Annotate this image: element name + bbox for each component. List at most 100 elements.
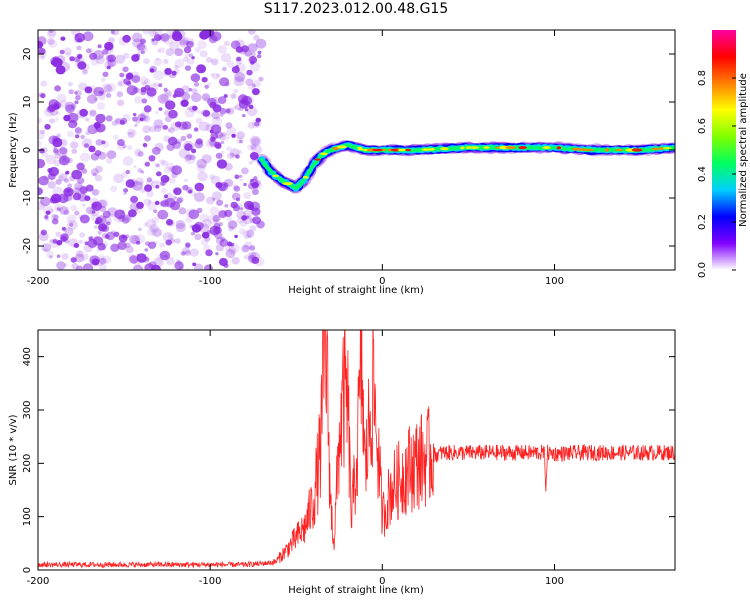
- noise-blob: [140, 90, 146, 96]
- noise-blob: [122, 113, 131, 122]
- noise-blob: [38, 130, 45, 140]
- noise-blob: [101, 48, 109, 56]
- noise-blob: [242, 230, 252, 239]
- signal-hotspot: [397, 148, 407, 152]
- noise-blob: [39, 129, 46, 135]
- noise-blob: [162, 232, 174, 242]
- noise-blob: [174, 64, 179, 70]
- noise-blob: [98, 90, 103, 95]
- noise-blob: [130, 130, 135, 135]
- noise-blob: [174, 59, 185, 68]
- noise-blob: [154, 125, 162, 132]
- noise-blob: [106, 83, 116, 92]
- noise-blob: [175, 220, 186, 229]
- noise-blob: [87, 239, 98, 248]
- noise-blob: [51, 213, 58, 221]
- noise-blob: [63, 178, 70, 183]
- noise-blob: [158, 47, 165, 54]
- noise-blob: [38, 117, 43, 124]
- noise-blob: [210, 73, 214, 77]
- noise-blob: [195, 109, 200, 113]
- noise-blob: [201, 93, 211, 101]
- noise-blob: [44, 214, 49, 219]
- noise-blob: [68, 89, 74, 95]
- spectrogram-y-ticks: 20 10 0 -10 -20: [22, 48, 675, 254]
- noise-blob: [186, 154, 193, 161]
- signal-hotspot: [429, 148, 435, 151]
- noise-blob: [246, 69, 253, 76]
- noise-blob: [193, 81, 200, 87]
- noise-blob: [102, 49, 109, 55]
- noise-blob: [186, 40, 194, 48]
- noise-blob: [219, 77, 230, 87]
- signal-hotspot: [505, 146, 517, 150]
- noise-blob: [151, 264, 161, 270]
- noise-blob: [56, 111, 60, 115]
- noise-blob: [74, 134, 80, 139]
- noise-blob: [211, 72, 220, 80]
- snr-plot-area: [38, 330, 675, 570]
- noise-blob: [251, 256, 260, 264]
- noise-blob: [184, 108, 195, 118]
- noise-blob: [168, 109, 178, 119]
- noise-blob: [174, 261, 184, 270]
- noise-blob: [90, 58, 99, 66]
- noise-blob: [215, 236, 224, 245]
- noise-blob: [38, 158, 46, 169]
- noise-blob: [101, 232, 108, 239]
- noise-blob: [165, 48, 175, 56]
- noise-blob: [227, 220, 238, 230]
- noise-blob: [165, 177, 170, 181]
- noise-blob: [215, 116, 220, 121]
- colorbar-tick-label: 0.4: [697, 166, 708, 182]
- signal-hotspot: [662, 147, 672, 150]
- noise-blob: [41, 243, 52, 253]
- noise-blob: [98, 263, 107, 270]
- noise-blob: [47, 168, 53, 173]
- noise-blob: [140, 111, 150, 120]
- noise-blob: [151, 38, 155, 42]
- noise-blob: [174, 48, 184, 57]
- noise-blob: [142, 143, 148, 148]
- noise-blob: [38, 47, 46, 55]
- noise-blob: [66, 214, 77, 224]
- noise-blob: [67, 220, 78, 230]
- noise-blob: [244, 108, 249, 112]
- y-tick-label: 400: [22, 347, 33, 366]
- noise-blob: [147, 201, 157, 211]
- noise-blob: [79, 152, 91, 162]
- noise-blob: [171, 172, 178, 179]
- noise-blob: [217, 96, 227, 104]
- noise-blob: [219, 107, 227, 115]
- y-tick-label: 0: [22, 147, 33, 153]
- noise-blob: [158, 83, 163, 88]
- noise-blob: [251, 181, 259, 189]
- noise-blob: [174, 121, 182, 128]
- noise-blob: [216, 159, 228, 169]
- noise-blob: [115, 117, 121, 123]
- noise-blob: [160, 92, 171, 102]
- noise-blob: [154, 34, 162, 42]
- noise-blob: [63, 263, 68, 267]
- noise-blob: [90, 168, 99, 176]
- noise-blob: [154, 162, 159, 167]
- noise-blob: [86, 94, 98, 104]
- signal-hotspot: [460, 146, 465, 150]
- noise-blob: [251, 188, 259, 195]
- noise-blob: [106, 65, 111, 70]
- noise-blob: [230, 40, 241, 50]
- noise-blob: [165, 239, 172, 246]
- noise-blob: [81, 63, 90, 72]
- noise-blob: [157, 209, 169, 220]
- noise-blob: [217, 182, 228, 192]
- noise-blob: [103, 84, 113, 94]
- noise-blob: [168, 165, 177, 173]
- noise-blob: [136, 201, 144, 209]
- noise-blob: [117, 241, 127, 250]
- noise-blob: [93, 122, 101, 129]
- noise-blob: [210, 175, 221, 185]
- noise-blob: [94, 174, 103, 182]
- noise-blob: [223, 94, 228, 98]
- noise-blob: [95, 139, 103, 146]
- noise-blob: [142, 256, 150, 263]
